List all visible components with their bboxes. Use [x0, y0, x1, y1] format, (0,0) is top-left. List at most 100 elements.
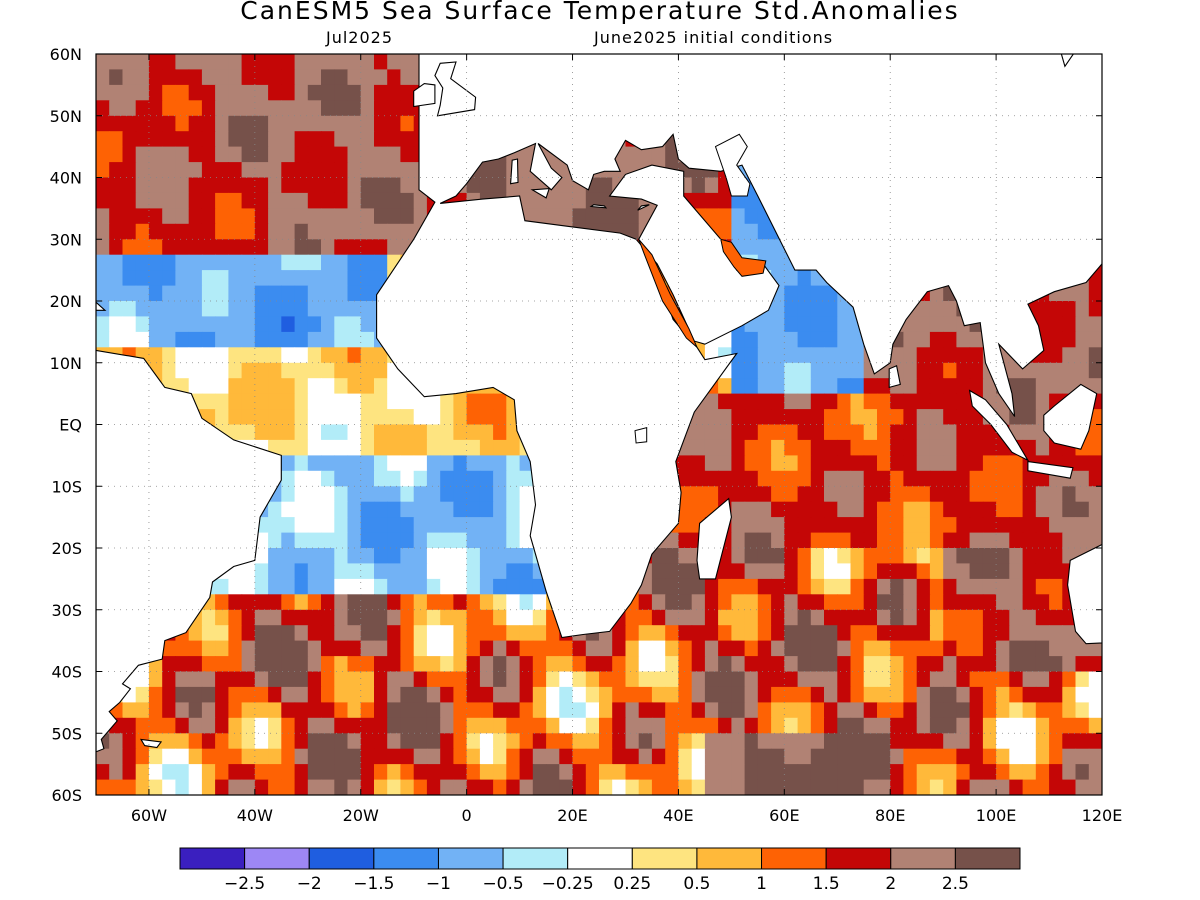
anomaly-cell: [718, 656, 732, 673]
anomaly-cell: [294, 208, 309, 225]
anomaly-cell: [254, 301, 269, 317]
anomaly-cell: [612, 640, 626, 657]
anomaly-cell: [625, 733, 640, 750]
anomaly-cell: [585, 717, 600, 734]
anomaly-cell: [387, 563, 401, 580]
anomaly-cell: [532, 609, 547, 626]
anomaly-cell: [387, 177, 401, 194]
anomaly-cell: [519, 501, 534, 518]
anomaly-cell: [1049, 301, 1063, 317]
anomaly-cell: [903, 378, 918, 395]
anomaly-cell: [665, 779, 679, 795]
anomaly-cell: [797, 748, 812, 765]
anomaly-cell: [982, 501, 997, 518]
anomaly-cell: [771, 748, 785, 765]
anomaly-cell: [387, 470, 401, 487]
anomaly-cell: [321, 301, 335, 317]
anomaly-cell: [109, 239, 123, 256]
anomaly-cell: [903, 424, 918, 441]
australia: [1067, 543, 1102, 645]
anomaly-cell: [784, 439, 799, 456]
anomaly-cell: [916, 779, 931, 795]
anomaly-cell: [824, 470, 838, 487]
anomaly-cell: [1088, 779, 1102, 795]
anomaly-cell: [321, 270, 335, 287]
anomaly-cell: [1075, 748, 1090, 765]
anomaly-cell: [638, 671, 653, 688]
anomaly-cell: [850, 548, 865, 564]
anomaly-cell: [466, 733, 481, 750]
anomaly-cell: [321, 239, 335, 256]
anomaly-cell: [678, 717, 693, 734]
anomaly-cell: [374, 100, 388, 117]
anomaly-cell: [665, 563, 679, 580]
anomaly-cell: [704, 208, 719, 225]
anomaly-cell: [837, 640, 852, 657]
anomaly-cell: [268, 393, 282, 410]
anomaly-cell: [1062, 717, 1077, 734]
anomaly-cell: [929, 548, 944, 564]
anomaly-cell: [929, 702, 944, 719]
anomaly-cell: [969, 609, 984, 626]
anomaly-cell: [334, 331, 349, 348]
anomaly-cell: [519, 177, 534, 194]
anomaly-cell: [850, 347, 865, 364]
anomaly-cell: [1035, 548, 1050, 564]
anomaly-cell: [188, 717, 203, 734]
anomaly-cell: [347, 424, 362, 441]
anomaly-cell: [413, 640, 428, 657]
anomaly-cell: [175, 54, 190, 70]
anomaly-cell: [718, 671, 732, 688]
anomaly-cell: [771, 378, 785, 395]
anomaly-cell: [109, 254, 123, 271]
anomaly-cell: [426, 764, 441, 781]
anomaly-cell: [374, 54, 388, 70]
anomaly-cell: [771, 470, 785, 487]
anomaly-cell: [996, 625, 1010, 642]
anomaly-cell: [201, 362, 216, 379]
anomaly-cell: [268, 517, 282, 534]
anomaly-cell: [268, 131, 282, 148]
anomaly-cell: [943, 532, 957, 549]
anomaly-cell: [400, 146, 415, 163]
anomaly-cell: [96, 779, 110, 795]
anomaly-cell: [996, 686, 1010, 703]
anomaly-cell: [678, 501, 693, 518]
anomaly-cell: [824, 378, 838, 395]
anomaly-cell: [784, 702, 799, 719]
anomaly-cell: [321, 54, 335, 70]
anomaly-cell: [135, 748, 150, 765]
anomaly-cell: [969, 532, 984, 549]
anomaly-cell: [863, 640, 878, 657]
anomaly-cell: [228, 270, 243, 287]
anomaly-cell: [493, 455, 507, 472]
anomaly-cell: [1035, 764, 1050, 781]
anomaly-cell: [440, 717, 454, 734]
anomaly-cell: [810, 656, 825, 673]
lat-tick-label: 10N: [50, 354, 82, 373]
anomaly-cell: [744, 779, 759, 795]
anomaly-cell: [466, 424, 481, 441]
anomaly-cell: [281, 208, 296, 225]
anomaly-cell: [929, 439, 944, 456]
anomaly-cell: [678, 686, 693, 703]
anomaly-cell: [294, 532, 309, 549]
anomaly-cell: [175, 146, 190, 163]
anomaly-cell: [678, 517, 693, 534]
anomaly-cell: [347, 316, 362, 333]
anomaly-cell: [771, 347, 785, 364]
anomaly-cell: [281, 347, 296, 364]
anomaly-cell: [281, 656, 296, 673]
anomaly-cell: [1022, 764, 1037, 781]
anomaly-cell: [929, 640, 944, 657]
anomaly-cell: [109, 84, 123, 101]
chart-title: CanESM5 Sea Surface Temperature Std.Anom…: [240, 0, 960, 25]
anomaly-cell: [281, 331, 296, 348]
anomaly-cell: [731, 748, 746, 765]
anomaly-cell: [347, 177, 362, 194]
anomaly-cell: [321, 686, 335, 703]
anomaly-cell: [718, 640, 732, 657]
anomaly-cell: [890, 347, 904, 364]
anomaly-cell: [254, 409, 269, 426]
anomaly-cell: [1035, 517, 1050, 534]
